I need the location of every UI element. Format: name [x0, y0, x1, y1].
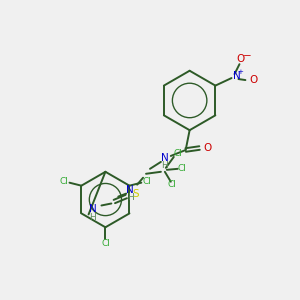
- Text: H: H: [161, 161, 168, 170]
- Text: Cl: Cl: [143, 177, 152, 186]
- Text: H: H: [89, 213, 96, 222]
- Text: H: H: [127, 193, 134, 202]
- Text: −: −: [243, 51, 252, 61]
- Text: N: N: [89, 204, 96, 214]
- Text: Cl: Cl: [177, 164, 186, 173]
- Text: +: +: [238, 69, 243, 75]
- Text: O: O: [236, 54, 244, 64]
- Text: Cl: Cl: [59, 177, 68, 186]
- Text: Cl: Cl: [167, 180, 176, 189]
- Text: N: N: [232, 71, 240, 81]
- Text: N: N: [161, 153, 169, 163]
- Text: Cl: Cl: [173, 149, 182, 158]
- Text: N: N: [126, 184, 134, 195]
- Text: O: O: [249, 75, 257, 85]
- Text: S: S: [133, 189, 140, 199]
- Text: O: O: [203, 143, 211, 153]
- Text: Cl: Cl: [102, 238, 111, 247]
